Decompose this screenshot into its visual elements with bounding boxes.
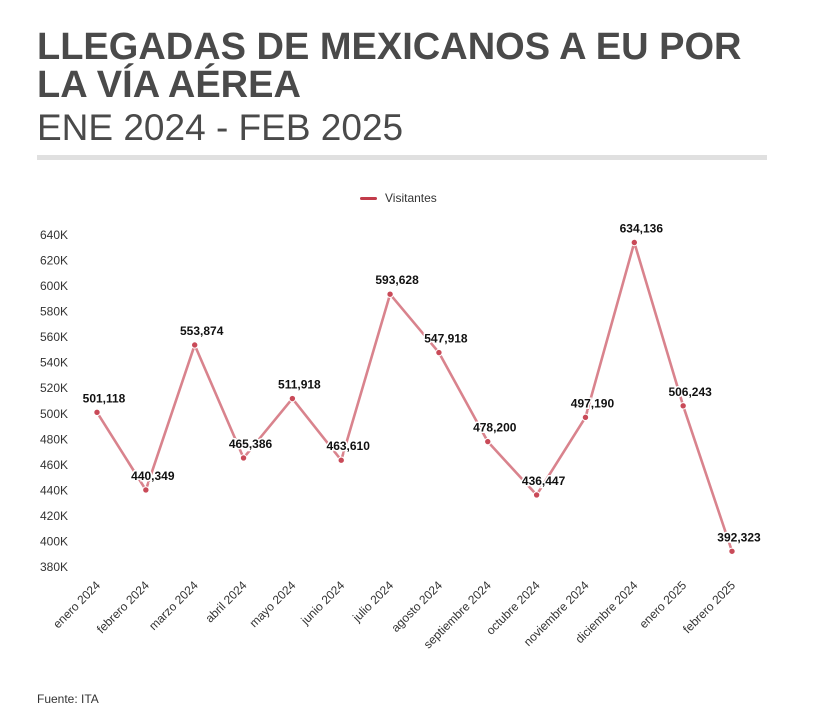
data-point: [728, 547, 736, 555]
data-point: [532, 491, 541, 499]
x-tick-label: junio 2024: [298, 578, 348, 628]
chart-title: LLEGADAS DE MEXICANOS A EU POR LA VÍA AÉ…: [37, 26, 742, 106]
data-label: 478,200: [473, 421, 517, 435]
x-tick-label: febrero 2025: [680, 578, 738, 636]
y-tick-label: 580K: [40, 305, 68, 319]
data-label: 634,136: [620, 221, 664, 235]
legend-label: Visitantes: [385, 191, 437, 205]
data-label: 463,610: [327, 439, 371, 453]
y-tick-label: 640K: [40, 228, 68, 242]
legend-swatch: [360, 196, 377, 200]
data-label: 547,918: [424, 332, 468, 346]
data-label: 436,447: [522, 474, 566, 488]
y-tick-label: 440K: [40, 483, 68, 497]
data-point: [337, 456, 345, 464]
data-point: [288, 394, 297, 403]
data-label: 465,386: [229, 437, 273, 451]
y-tick-label: 620K: [40, 254, 68, 268]
x-tick-label: febrero 2024: [94, 578, 152, 636]
y-tick-label: 420K: [40, 509, 68, 523]
y-tick-label: 400K: [40, 534, 68, 548]
title-divider: [37, 155, 767, 160]
data-point: [435, 348, 443, 357]
data-label: 497,190: [571, 396, 615, 410]
y-tick-label: 560K: [40, 330, 68, 344]
data-label: 501,118: [83, 391, 126, 405]
x-tick-label: abril 2024: [202, 578, 249, 625]
x-tick-label: mayo 2024: [247, 578, 299, 630]
data-point: [630, 238, 639, 247]
y-tick-label: 520K: [40, 381, 68, 395]
y-tick-label: 600K: [40, 279, 68, 293]
x-tick-label: enero 2025: [636, 578, 689, 631]
y-tick-label: 500K: [40, 407, 68, 421]
chart-subtitle: ENE 2024 - FEB 2025: [37, 107, 404, 148]
y-tick-label: 460K: [40, 458, 68, 472]
data-label: 392,323: [717, 530, 761, 544]
data-label: 593,628: [375, 273, 419, 287]
data-label: 440,349: [131, 469, 175, 483]
x-tick-label: marzo 2024: [146, 578, 201, 633]
y-tick-label: 480K: [40, 432, 68, 446]
data-point: [581, 413, 590, 422]
data-point: [142, 486, 150, 494]
source-note: Fuente: ITA: [37, 692, 99, 706]
legend[interactable]: Visitantes: [360, 191, 437, 205]
y-tick-label: 540K: [40, 356, 68, 370]
data-point: [93, 408, 101, 417]
data-point: [239, 454, 248, 462]
y-tick-label: 380K: [40, 560, 68, 574]
data-label: 506,243: [668, 385, 712, 399]
x-tick-label: enero 2024: [50, 578, 103, 631]
data-label: 553,874: [180, 324, 224, 338]
x-tick-label: julio 2024: [349, 578, 396, 625]
data-label: 511,918: [278, 378, 321, 392]
data-point: [386, 290, 394, 298]
data-point: [679, 402, 687, 410]
data-point: [484, 437, 492, 446]
data-point: [190, 341, 199, 349]
series-line-visitantes: [95, 241, 734, 553]
